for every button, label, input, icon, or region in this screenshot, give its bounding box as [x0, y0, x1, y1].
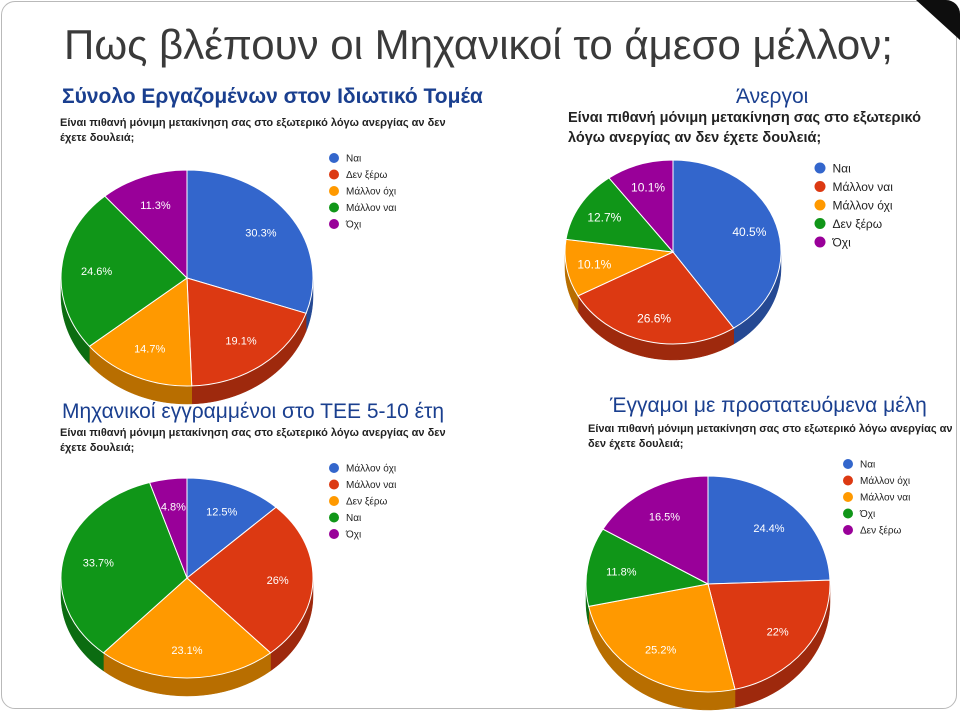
- legend-marker: [843, 492, 853, 502]
- pie-slice-label: 26.6%: [637, 311, 671, 325]
- pie-slice-label: 12.7%: [587, 210, 621, 224]
- legend-marker: [843, 525, 853, 535]
- pie-slice-label: 24.6%: [81, 266, 112, 278]
- pie-slice: [602, 475, 709, 585]
- legend-marker: [814, 236, 826, 248]
- pie-slice: [577, 251, 735, 345]
- legend-label: Μάλλον ναι: [860, 492, 910, 504]
- pie-slice-label: 14.7%: [134, 344, 165, 356]
- legend-label: Μάλλον όχι: [860, 475, 910, 487]
- legend-marker: [329, 219, 339, 229]
- pie-slice-label: 4.8%: [161, 502, 186, 514]
- legend-marker: [814, 218, 826, 229]
- legend-label: Δεν ξέρω: [346, 496, 388, 508]
- legend-label: Όχι: [345, 220, 361, 231]
- section-title-private-sector: Σύνολο Εργαζομένων στον Ιδιωτικό Τομέα: [62, 85, 483, 108]
- pie-chart-unemployed: 40.5% 26.6% 10.1% 12.7% 10.1% Ναι Μάλλον ναι Μά…: [564, 159, 894, 361]
- pie-slice-label: 10.1%: [577, 257, 611, 271]
- chart-question: Είναι πιθανή μόνιμη μετακίνηση σας στο ε…: [60, 117, 446, 145]
- legend-marker: [329, 153, 339, 163]
- legend-marker: [843, 459, 853, 469]
- chart-panel-married-with-dependents: Είναι πιθανή μόνιμη μετακίνηση σας στο ε…: [578, 418, 954, 711]
- pie-chart-private-sector: 30.3% 19.1% 14.7% 24.6% 11.3% Ναι Δεν ξέρω Μάλλ…: [60, 153, 396, 405]
- legend-marker: [814, 162, 826, 174]
- pie-slice-label: 10.1%: [631, 181, 665, 195]
- section-title-unemployed: Άνεργοι: [736, 85, 809, 108]
- legend-marker: [329, 463, 339, 473]
- pie-slice: [186, 477, 277, 580]
- legend-marker: [329, 186, 339, 196]
- pie-slice-label: 19.1%: [225, 335, 256, 347]
- chart-question: Είναι πιθανή μόνιμη μετακίνηση σας στο ε…: [568, 110, 921, 146]
- legend-label: Μάλλον όχι: [346, 463, 396, 475]
- pie-slice: [707, 475, 831, 585]
- pie-slice: [102, 577, 272, 679]
- pie-slice: [672, 159, 782, 329]
- pie-slice-label: 11.8%: [606, 566, 637, 578]
- legend-marker: [843, 508, 853, 519]
- chart-question: Είναι πιθανή μόνιμη μετακίνηση σας στο ε…: [60, 427, 446, 455]
- pie-chart-engineers-5-10-years: 12.5% 26% 23.1% 33.7% 4.8% Μάλλον όχι Μάλλον ν…: [60, 463, 396, 697]
- legend-marker: [329, 169, 339, 180]
- pie-slice: [585, 528, 710, 608]
- legend-marker: [329, 529, 339, 539]
- chart-panel-engineers-5-10-years: Είναι πιθανή μόνιμη μετακίνηση σας στο ε…: [50, 422, 448, 704]
- pie-slice: [60, 195, 188, 347]
- pie-slice-label: 22%: [767, 626, 789, 638]
- legend-label: Ναι: [860, 460, 875, 471]
- legend-label: Όχι: [345, 530, 361, 541]
- pie-slice-label: 40.5%: [732, 225, 766, 239]
- pie-slice: [60, 481, 188, 654]
- pie-slice-label: 24.4%: [753, 523, 784, 535]
- legend-label: Μάλλον ναι: [346, 479, 396, 491]
- section-title-married-with-dependents: Έγγαμοι με προστατευόμενα μέλη: [610, 394, 927, 417]
- legend-marker: [814, 199, 826, 211]
- legend-label: Όχι: [832, 235, 852, 249]
- legend-label: Μάλλον ναι: [346, 202, 396, 214]
- legend-marker: [814, 181, 826, 192]
- pie-slice-label: 30.3%: [245, 228, 276, 240]
- chart-question: Είναι πιθανή μόνιμη μετακίνηση σας στο ε…: [588, 423, 953, 451]
- pie-slice: [608, 159, 674, 254]
- pie-slice: [565, 177, 675, 253]
- legend-marker: [329, 202, 339, 213]
- slide-title: Πως βλέπουν οι Μηχανικοί το άμεσο μέλλον…: [64, 21, 893, 68]
- chart-panel-unemployed: Είναι πιθανή μόνιμη μετακίνηση σας στο ε…: [558, 106, 930, 388]
- legend-marker: [843, 475, 853, 486]
- legend-label: Ναι: [833, 161, 852, 175]
- legend-label: Δεν ξέρω: [860, 525, 902, 537]
- pie-slice: [588, 583, 736, 693]
- pie-slice-label: 11.3%: [140, 200, 171, 212]
- legend-marker: [329, 496, 339, 506]
- pie-chart-married-with-dependents: 24.4% 22% 25.2% 11.8% 16.5% Ναι Μάλλον όχι Μάλλ…: [585, 459, 910, 711]
- legend-label: Όχι: [859, 509, 875, 520]
- pie-slice: [148, 477, 188, 579]
- pie-slice: [88, 277, 193, 387]
- pie-slice-label: 16.5%: [649, 511, 680, 523]
- legend-label: Ναι: [346, 513, 361, 524]
- pie-slice-label: 25.2%: [645, 644, 676, 656]
- legend-label: Ναι: [346, 154, 361, 165]
- legend-label: Δεν ξέρω: [833, 217, 883, 231]
- legend-marker: [329, 479, 339, 490]
- legend-label: Μάλλον όχι: [833, 198, 893, 212]
- legend-marker: [329, 512, 339, 523]
- legend-label: Δεν ξέρω: [346, 169, 388, 181]
- pie-slice: [186, 506, 314, 654]
- section-title-engineers-5-10-years: Μηχανικοί εγγραμμένοι στο ΤΕΕ 5-10 έτη: [62, 400, 445, 423]
- chart-panel-private-sector: Είναι πιθανή μόνιμη μετακίνηση σας στο ε…: [50, 112, 448, 405]
- pie-slice-label: 12.5%: [206, 506, 237, 518]
- pie-slice-label: 26%: [267, 575, 289, 587]
- pie-slice: [104, 169, 188, 280]
- pie-slice-label: 23.1%: [171, 645, 202, 657]
- legend-label: Μάλλον ναι: [833, 180, 894, 194]
- pie-slice: [186, 277, 307, 387]
- pie-slice-label: 33.7%: [83, 558, 114, 570]
- pie-slice: [186, 169, 314, 314]
- pie-slice: [707, 579, 831, 690]
- legend-label: Μάλλον όχι: [346, 186, 396, 198]
